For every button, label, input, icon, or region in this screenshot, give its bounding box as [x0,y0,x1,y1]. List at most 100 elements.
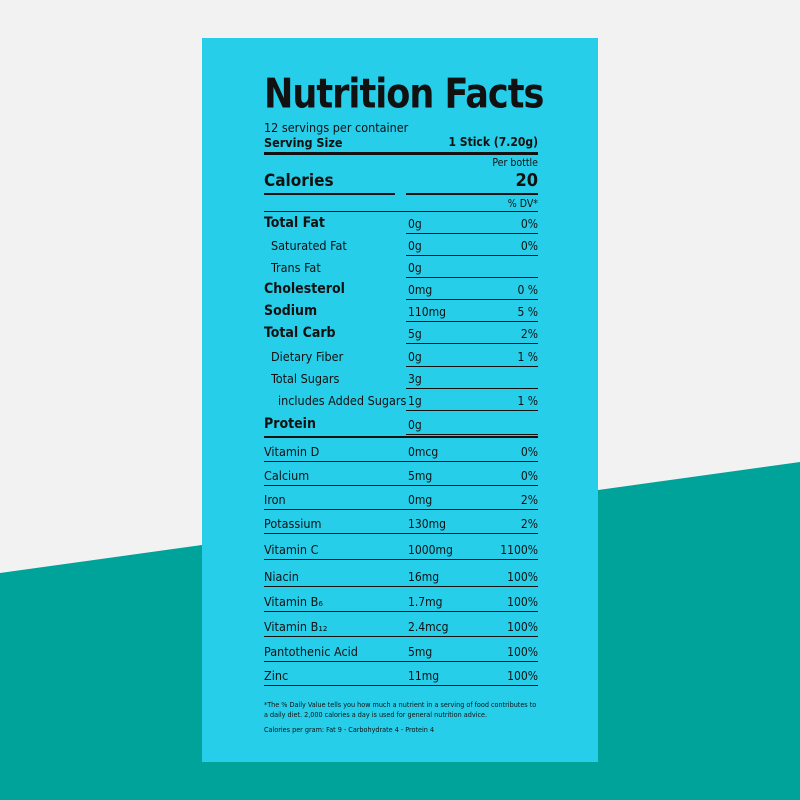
nutrient-row: Dietary Fiber 0g 1 % [264,345,538,367]
nutrient-daily-value: 1 % [517,394,538,408]
nutrient-daily-value: 5 % [517,305,538,319]
nutrient-daily-value: 0% [520,239,538,253]
calories-per-gram: Calories per gram: Fat 9 - Carbohydrate … [264,725,435,734]
nutrient-amount: 0g [408,261,422,275]
nutrient-row: Protein 0g [264,413,538,435]
vitamin-row: Iron 0mg 2% [264,486,538,510]
footnote: *The % Daily Value tells you how much a … [264,700,537,719]
row-divider [264,509,538,510]
calories-label: Calories [264,171,334,191]
nutrient-amount: 0g [408,350,422,364]
nutrient-name: Vitamin B₁₂ [264,619,328,634]
row-divider [406,299,538,300]
row-divider [406,410,538,411]
nutrient-amount: 2.4mcg [408,620,449,634]
nutrient-daily-value: 100% [507,595,538,609]
nutrient-name: Zinc [264,668,289,683]
calories-rule-left [264,193,395,195]
nutrient-name: Iron [264,492,286,507]
nutrient-daily-value: 1100% [500,543,538,557]
row-divider [264,485,538,486]
vitamin-row: Vitamin C 1000mg 1100% [264,536,538,560]
nutrient-amount: 16mg [408,570,440,584]
row-divider [264,461,538,462]
row-divider [264,685,538,686]
nutrient-amount: 1.7mg [408,595,443,609]
nutrient-row: Saturated Fat 0g 0% [264,234,538,256]
row-divider [264,611,538,612]
nutrient-name: Niacin [264,569,299,584]
nutrient-amount: 110mg [408,305,446,319]
nutrient-amount: 0mg [408,283,433,297]
vitamin-row: Potassium 130mg 2% [264,510,538,534]
serving-size-value: 1 Stick (7.20g) [448,135,538,149]
nutrient-daily-value: 0% [520,469,538,483]
row-divider [264,586,538,587]
nutrient-daily-value: 100% [507,570,538,584]
vitamins-divider [264,436,538,438]
row-divider [264,559,538,560]
row-divider [406,321,538,322]
nutrient-amount: 11mg [408,669,440,683]
nutrition-label-panel: Nutrition Facts 12 servings per containe… [202,38,598,762]
vitamin-row: Vitamin D 0mcg 0% [264,438,538,462]
nutrient-row: Total Sugars 3g [264,367,538,389]
vitamin-row: Vitamin B₆ 1.7mg 100% [264,588,538,612]
nutrient-amount: 5mg [408,645,433,659]
nutrient-amount: 1000mg [408,543,453,557]
row-divider [406,434,538,435]
nutrient-row: Total Fat 0g 0% [264,212,538,234]
row-divider [406,366,538,367]
nutrient-daily-value: 2% [520,493,538,507]
vitamin-row: Niacin 16mg 100% [264,563,538,587]
nutrient-row: Trans Fat 0g [264,256,538,278]
row-divider [406,388,538,389]
nutrient-name: Total Carb [264,325,336,341]
nutrient-amount: 0g [408,217,422,231]
nutrient-name: Vitamin C [264,542,319,557]
per-bottle-label: Per bottle [492,157,538,169]
row-divider [406,255,538,256]
nutrient-row: includes Added Sugars 1g 1 % [264,389,538,411]
nutrient-name: Potassium [264,516,322,531]
serving-size-label: Serving Size [264,135,343,150]
row-divider [264,533,538,534]
nutrient-daily-value: 2% [520,327,538,341]
label-title: Nutrition Facts [264,70,544,119]
nutrient-amount: 0g [408,418,422,432]
nutrient-name: Vitamin B₆ [264,594,323,609]
row-divider [264,636,538,637]
nutrient-amount: 1g [408,394,422,408]
nutrient-daily-value: 0% [520,217,538,231]
nutrient-amount: 5g [408,327,422,341]
nutrient-daily-value: 100% [507,645,538,659]
vitamin-row: Calcium 5mg 0% [264,462,538,486]
nutrient-name: includes Added Sugars [278,393,407,408]
nutrient-name: Saturated Fat [271,238,347,253]
nutrient-name: Total Fat [264,215,325,231]
vitamin-row: Zinc 11mg 100% [264,662,538,686]
nutrient-row: Total Carb 5g 2% [264,322,538,344]
nutrient-daily-value: 0% [520,445,538,459]
nutrient-name: Calcium [264,468,310,483]
nutrient-daily-value: 2% [520,517,538,531]
dv-header-rule [264,211,538,212]
nutrient-name: Trans Fat [271,260,321,275]
nutrient-amount: 0mcg [408,445,439,459]
nutrient-name: Dietary Fiber [271,349,344,364]
nutrient-name: Sodium [264,303,318,319]
nutrient-daily-value: 100% [507,669,538,683]
calories-value: 20 [515,170,538,191]
nutrient-name: Vitamin D [264,444,320,459]
servings-per-container: 12 servings per container [264,120,409,135]
nutrient-row: Sodium 110mg 5 % [264,300,538,322]
nutrient-name: Pantothenic Acid [264,644,358,659]
daily-value-header: % DV* [507,198,538,210]
vitamin-row: Pantothenic Acid 5mg 100% [264,638,538,662]
nutrient-amount: 0mg [408,493,433,507]
nutrient-daily-value: 0 % [517,283,538,297]
nutrient-amount: 130mg [408,517,446,531]
nutrient-amount: 3g [408,372,422,386]
nutrient-name: Total Sugars [271,371,340,386]
nutrient-amount: 5mg [408,469,433,483]
